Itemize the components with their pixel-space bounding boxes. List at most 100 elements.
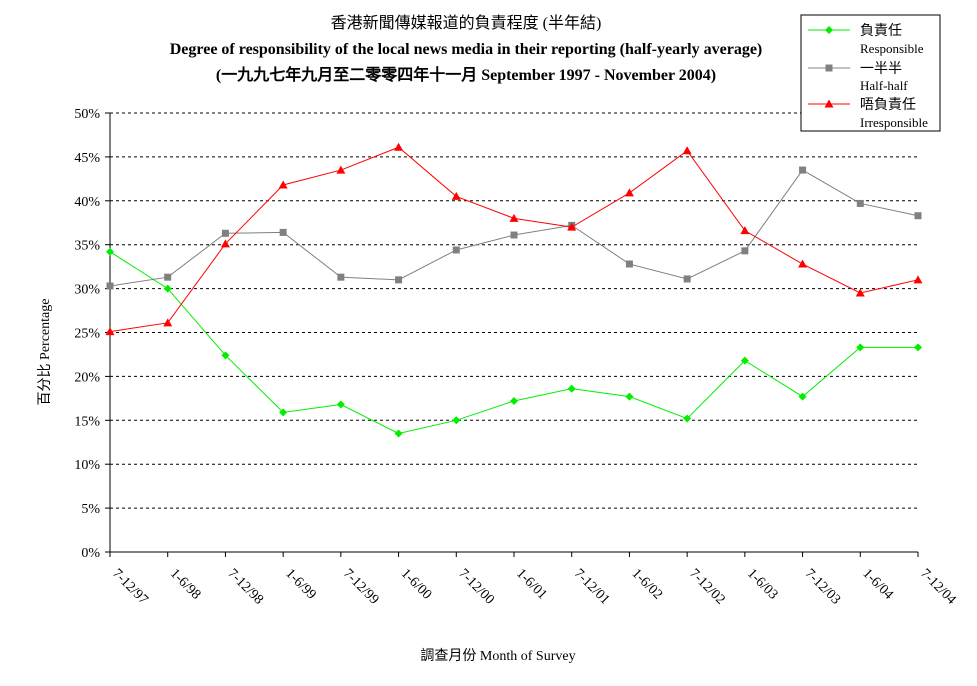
legend-item: 負責任 Responsible [808, 23, 924, 56]
x-tick-label: 7-12/02 [686, 566, 727, 607]
y-tick-label: 25% [74, 327, 100, 342]
data-point [509, 213, 519, 222]
y-tick-label: 5% [81, 502, 100, 517]
data-point [394, 142, 404, 151]
data-point [106, 282, 114, 290]
x-tick-label: 7-12/98 [225, 566, 266, 607]
data-point [856, 199, 864, 207]
legend-swatch-marker [825, 64, 833, 72]
x-tick-label: 1-6/00 [398, 566, 434, 602]
chart-subtitle-period: (一九九七年九月至二零零四年十一月 September 1997 - Novem… [216, 65, 716, 84]
data-point [914, 212, 922, 220]
x-tick-label: 7-12/97 [109, 566, 150, 607]
data-point [163, 284, 172, 293]
x-tick-label: 1-6/02 [629, 566, 665, 602]
legend-label: 一半半 [860, 61, 902, 77]
data-point [336, 165, 346, 174]
data-point [510, 396, 518, 405]
x-tick-label: 7-12/00 [455, 566, 496, 607]
data-point [856, 343, 865, 352]
series-line [109, 146, 919, 333]
x-tick-label: 1-6/03 [744, 566, 780, 602]
data-point [220, 239, 230, 248]
legend-item: 唔負責任 Irresponsible [808, 97, 928, 130]
data-point [221, 351, 230, 360]
data-point [625, 260, 633, 268]
data-point [741, 247, 749, 255]
data-point [799, 166, 807, 174]
grid-lines [110, 112, 918, 509]
x-tick-label: 7-12/04 [917, 566, 958, 607]
y-tick-label: 35% [74, 239, 100, 254]
x-tick-label: 1-6/99 [282, 566, 318, 602]
data-point [394, 429, 403, 438]
series-line [109, 169, 919, 287]
series-group [105, 142, 923, 336]
y-tick-label: 50% [74, 107, 100, 122]
data-point [683, 275, 691, 283]
data-point [105, 327, 115, 336]
legend-swatch-marker [825, 26, 833, 34]
series-lines [105, 142, 923, 438]
series-line [109, 251, 918, 434]
y-tick-label: 0% [81, 546, 100, 561]
x-tick-label: 1-6/01 [513, 566, 549, 602]
data-point [682, 146, 692, 155]
y-tick-label: 40% [74, 195, 100, 210]
x-tick-label: 7-12/01 [571, 566, 612, 607]
data-point [624, 188, 634, 197]
data-point [510, 231, 518, 239]
legend-box [800, 14, 941, 132]
data-point [683, 414, 692, 423]
x-axis-label: 調查月份 Month of Survey [420, 648, 575, 664]
data-point [855, 288, 865, 297]
data-point [163, 318, 173, 327]
x-tick-label: 7-12/99 [340, 566, 381, 607]
data-point [740, 356, 749, 365]
series-group [106, 166, 922, 290]
y-axis-label: 百分比 Percentage [37, 299, 53, 406]
x-tick-label: 7-12/03 [802, 566, 843, 607]
data-point [221, 229, 229, 237]
x-tick-labels: 7-12/97 1-6/98 7-12/98 1-6/99 7-12/99 1-6/00 7… [109, 566, 958, 607]
data-point [567, 222, 577, 231]
data-point [798, 392, 807, 401]
y-tick-label: 20% [74, 370, 100, 385]
data-point [567, 384, 576, 393]
legend-label-en: Responsible [860, 41, 924, 56]
data-point [278, 180, 288, 189]
data-point [395, 276, 403, 284]
legend-label-en: Half-half [860, 78, 908, 93]
y-tick-label: 30% [74, 283, 100, 298]
data-point [452, 246, 460, 254]
legend-label-en: Irresponsible [860, 115, 928, 130]
data-point [279, 228, 287, 236]
y-tick-label: 10% [74, 458, 100, 473]
legend-label: 負責任 [860, 23, 902, 39]
data-point [740, 226, 750, 235]
data-point [164, 273, 172, 281]
data-point [798, 259, 808, 268]
y-tick-label: 15% [74, 414, 100, 429]
legend-swatch-marker [824, 99, 834, 108]
data-point [336, 400, 345, 409]
data-point [625, 392, 634, 401]
y-tick-labels: 0% 5% 10% 15% 20% 25% 30% 35% 40% 45% 50% [74, 107, 100, 561]
data-point [337, 273, 345, 281]
y-tick-label: 45% [74, 151, 100, 166]
chart-title: 香港新聞傳媒報道的負責程度 (半年結) [331, 14, 602, 32]
data-point [451, 191, 461, 200]
data-point [106, 247, 114, 256]
data-point [913, 275, 923, 284]
chart-subtitle: Degree of responsibility of the local ne… [170, 41, 763, 58]
series-group [106, 247, 922, 438]
x-tick-label: 1-6/04 [859, 566, 895, 602]
data-point [279, 408, 288, 417]
data-point [914, 343, 922, 352]
legend-label: 唔負責任 [860, 97, 916, 113]
x-tick-label: 1-6/98 [167, 566, 203, 602]
